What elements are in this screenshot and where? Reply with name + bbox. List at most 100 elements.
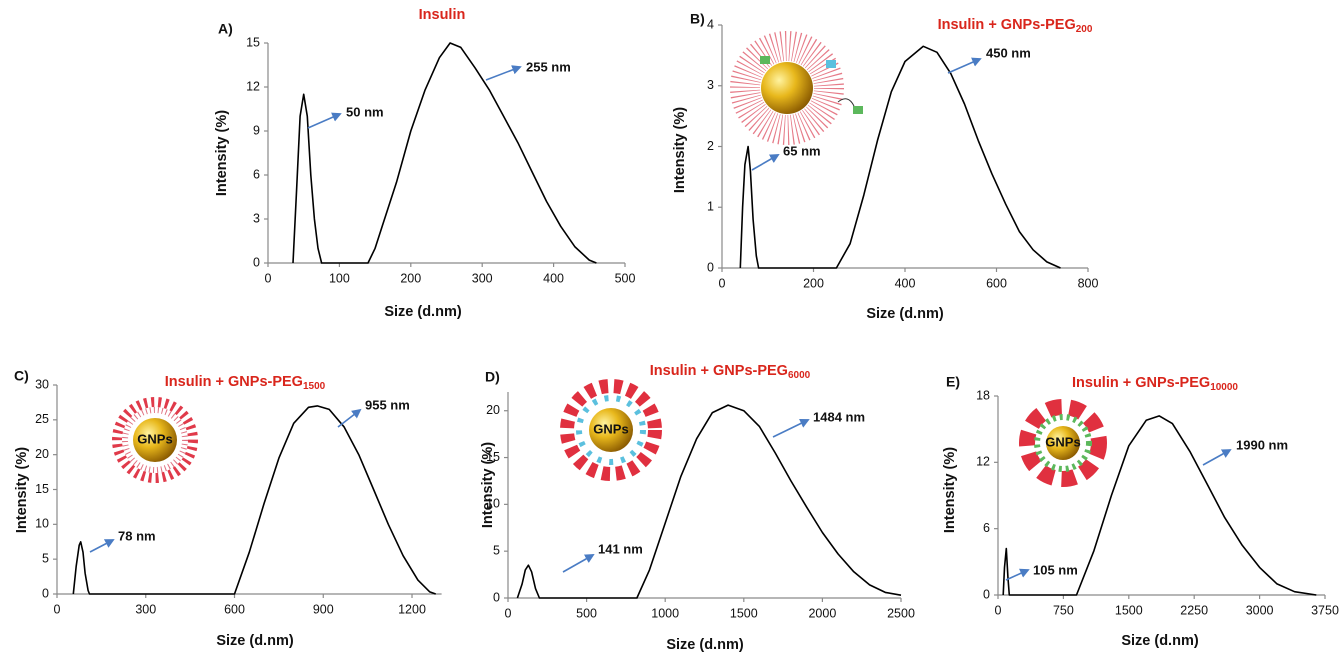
annotation-arrow	[1005, 568, 1030, 581]
x-tick-label: 2000	[808, 606, 836, 620]
x-tick-label: 500	[615, 271, 636, 285]
illustration-label: GNPs	[1045, 434, 1080, 449]
x-axis-label: Size (d.nm)	[1121, 633, 1199, 649]
illustration-d	[560, 379, 662, 481]
y-tick-label: 1	[707, 200, 714, 214]
y-axis-label: Intensity (%)	[672, 107, 688, 193]
annotation: 50 nm	[346, 104, 384, 119]
y-axis-label: Intensity (%)	[214, 110, 230, 196]
illustration-b	[730, 31, 863, 145]
chart-title: Insulin + GNPs-PEG10000	[1072, 375, 1238, 393]
y-tick-label: 4	[707, 17, 714, 31]
x-tick-label: 0	[719, 276, 726, 290]
panel: 0 100 200 300 400 500 0 3 6 9 12 15 A) Insulin Size (d…	[214, 7, 636, 320]
annotation-arrow	[337, 408, 362, 428]
y-tick-label: 3	[707, 78, 714, 92]
y-axis-label: Intensity (%)	[942, 447, 958, 533]
x-tick-label: 0	[995, 603, 1002, 617]
chart-title: Insulin + GNPs-PEG6000	[650, 363, 811, 381]
y-axis-label: Intensity (%)	[14, 447, 30, 533]
annotation: 255 nm	[526, 59, 571, 74]
y-tick-label: 6	[983, 521, 990, 535]
annotation-arrow	[772, 419, 810, 438]
x-tick-label: 1000	[651, 606, 679, 620]
panel-label: C)	[14, 368, 29, 384]
data-line	[516, 404, 902, 599]
title-subscript: 1500	[303, 381, 326, 392]
y-tick-label: 0	[707, 260, 714, 274]
x-tick-label: 1500	[730, 606, 758, 620]
y-tick-label: 0	[493, 590, 500, 604]
chart-title: Insulin + GNPs-PEG1500	[165, 374, 326, 392]
illustration-label: GNPs	[137, 431, 172, 446]
panel-label: E)	[946, 374, 960, 390]
x-tick-label: 3750	[1311, 603, 1339, 617]
annotation-arrow	[307, 112, 342, 129]
x-axis-label: Size (d.nm)	[866, 306, 944, 322]
y-tick-label: 9	[253, 123, 260, 137]
x-tick-label: 900	[313, 602, 334, 616]
y-tick-label: 15	[35, 482, 49, 496]
annotation-arrow	[562, 554, 595, 573]
x-tick-label: 200	[803, 276, 824, 290]
y-axis-label: Intensity (%)	[480, 442, 496, 528]
x-axis-label: Size (d.nm)	[216, 633, 294, 649]
y-tick-label: 20	[35, 447, 49, 461]
x-tick-label: 2500	[887, 606, 915, 620]
y-tick-label: 6	[253, 167, 260, 181]
x-tick-label: 800	[1078, 276, 1099, 290]
x-tick-label: 3000	[1246, 603, 1274, 617]
x-tick-label: 2250	[1180, 603, 1208, 617]
y-tick-label: 18	[976, 388, 990, 402]
chart-title: Insulin	[419, 7, 466, 23]
data-line	[72, 405, 436, 595]
annotation: 1990 nm	[1236, 437, 1288, 452]
y-tick-label: 5	[493, 543, 500, 557]
panel: 0 300 600 900 1200 0 5 10 15 20 25 30 C) Insulin + GN…	[14, 368, 442, 649]
title-subscript: 10000	[1210, 382, 1238, 393]
y-tick-label: 20	[486, 403, 500, 417]
y-tick-label: 15	[246, 35, 260, 49]
x-axis-label: Size (d.nm)	[666, 637, 744, 653]
annotation-arrow	[1202, 449, 1232, 466]
panel-label: D)	[485, 369, 500, 385]
illustration-e	[1019, 399, 1107, 487]
data-line	[1002, 415, 1317, 596]
annotation: 65 nm	[783, 143, 821, 158]
x-tick-label: 100	[329, 271, 350, 285]
x-tick-label: 500	[576, 606, 597, 620]
x-tick-label: 600	[986, 276, 1007, 290]
annotation: 141 nm	[598, 541, 643, 556]
annotation: 955 nm	[365, 397, 410, 412]
y-tick-label: 0	[253, 255, 260, 269]
title-text: Insulin + GNPs-PEG	[650, 363, 788, 379]
annotation: 78 nm	[118, 528, 156, 543]
title-text: Insulin	[419, 7, 466, 23]
x-tick-label: 0	[265, 271, 272, 285]
chart-title: Insulin + GNPs-PEG200	[938, 17, 1093, 35]
data-line	[292, 42, 597, 264]
data-line	[739, 45, 1061, 269]
x-tick-label: 300	[472, 271, 493, 285]
panel: 0 750 1500 2250 3000 3750 0 6 12 18 E) Insulin + GN…	[942, 374, 1339, 649]
x-tick-label: 0	[505, 606, 512, 620]
x-tick-label: 750	[1053, 603, 1074, 617]
annotation: 450 nm	[986, 45, 1031, 60]
x-tick-label: 400	[543, 271, 564, 285]
y-tick-label: 10	[486, 497, 500, 511]
title-subscript: 200	[1076, 24, 1093, 35]
annotation-arrow	[947, 57, 982, 74]
x-axis-label: Size (d.nm)	[384, 304, 462, 320]
x-tick-label: 1500	[1115, 603, 1143, 617]
title-text: Insulin + GNPs-PEG	[165, 374, 303, 390]
y-tick-label: 0	[983, 587, 990, 601]
x-tick-label: 0	[54, 602, 61, 616]
x-tick-label: 400	[895, 276, 916, 290]
title-text: Insulin + GNPs-PEG	[938, 17, 1076, 33]
y-tick-label: 15	[486, 450, 500, 464]
x-tick-label: 200	[400, 271, 421, 285]
y-tick-label: 25	[35, 412, 49, 426]
annotation-arrow	[89, 539, 115, 553]
